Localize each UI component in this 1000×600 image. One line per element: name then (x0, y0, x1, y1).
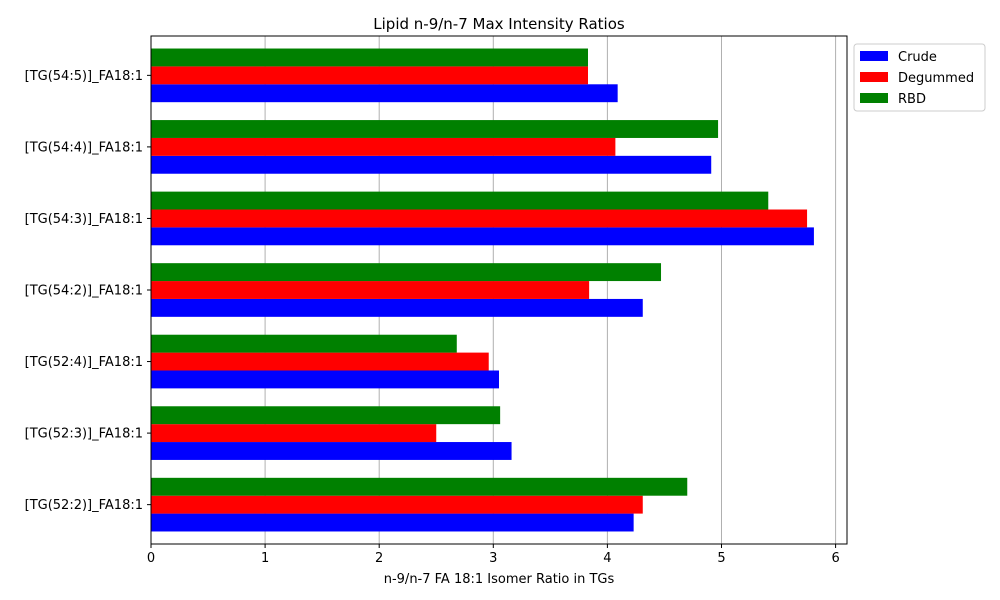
bar-degummed-2 (151, 352, 489, 371)
bar-rbd-6 (151, 48, 588, 67)
bar-degummed-4 (151, 209, 808, 228)
bar-crude-6 (151, 84, 618, 103)
bar-crude-2 (151, 370, 499, 389)
y-tick-label: [TG(54:3)]_FA18:1 (25, 212, 143, 227)
bar-rbd-3 (151, 263, 662, 282)
legend-label-degummed: Degummed (898, 71, 974, 86)
y-tick-label: [TG(52:2)]_FA18:1 (25, 498, 143, 513)
legend-swatch-rbd (860, 93, 888, 103)
legend-swatch-degummed (860, 72, 888, 82)
legend: Crude Degummed RBD (853, 43, 986, 112)
legend-label-rbd: RBD (898, 92, 926, 107)
bar-degummed-3 (151, 281, 590, 299)
x-tick-label: 5 (717, 551, 725, 566)
x-tick-label: 3 (489, 551, 497, 566)
x-tick-label: 6 (831, 551, 839, 566)
x-tick-label: 4 (603, 551, 611, 566)
x-axis-label: n-9/n-7 FA 18:1 Isomer Ratio in TGs (384, 572, 615, 587)
bar-degummed-5 (151, 137, 616, 156)
legend-swatch-crude (860, 51, 888, 61)
bar-degummed-6 (151, 66, 588, 85)
y-tick-label: [TG(54:2)]_FA18:1 (25, 284, 143, 299)
y-tick-label: [TG(54:4)]_FA18:1 (25, 140, 143, 155)
y-tick-label: [TG(52:4)]_FA18:1 (25, 355, 143, 370)
x-tick-label: 0 (147, 551, 155, 566)
x-tick-label: 2 (375, 551, 383, 566)
bar-rbd-2 (151, 334, 457, 353)
chart-title: Lipid n-9/n-7 Max Intensity Ratios (373, 15, 625, 33)
bar-rbd-0 (151, 477, 688, 496)
bar-rbd-1 (151, 406, 501, 425)
bar-crude-4 (151, 227, 814, 246)
y-tick-label: [TG(54:5)]_FA18:1 (25, 69, 143, 84)
legend-label-crude: Crude (898, 50, 937, 65)
bar-rbd-4 (151, 191, 769, 210)
bar-crude-5 (151, 155, 712, 174)
bars-group (151, 48, 814, 532)
x-axis-ticks: 0 1 2 3 4 5 6 (147, 544, 840, 566)
bar-degummed-0 (151, 495, 643, 514)
bar-crude-0 (151, 513, 634, 532)
bar-rbd-5 (151, 120, 719, 138)
bar-degummed-1 (151, 424, 437, 443)
y-axis-ticks: [TG(52:2)]_FA18:1 [TG(52:3)]_FA18:1 [TG(52… (25, 69, 151, 513)
x-tick-label: 1 (261, 551, 269, 566)
bar-crude-1 (151, 442, 512, 460)
y-tick-label: [TG(52:3)]_FA18:1 (25, 427, 143, 442)
bar-crude-3 (151, 298, 643, 317)
